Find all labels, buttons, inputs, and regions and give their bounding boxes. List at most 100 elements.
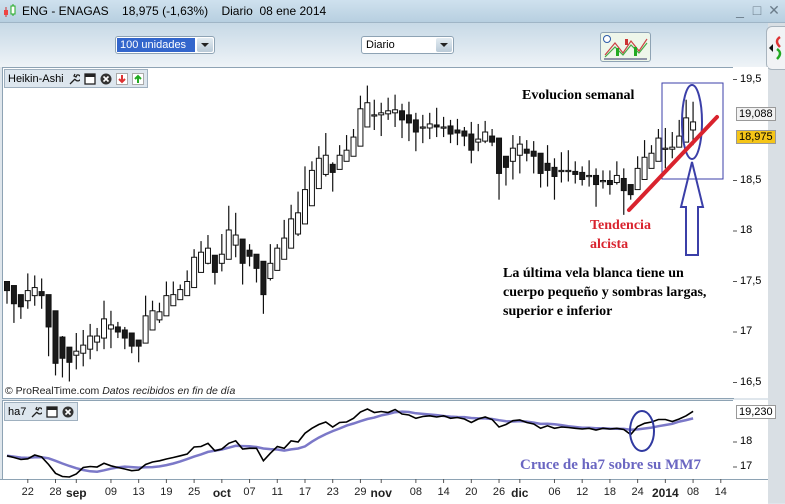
date-tick-label: 19 <box>160 486 173 498</box>
candle-up <box>170 294 177 307</box>
candle-up <box>475 138 482 143</box>
price-tick-label: 17,5 <box>740 274 762 287</box>
annotation-weekly: Evolucion semanal <box>522 88 635 103</box>
period-select-value: Diario <box>366 39 395 51</box>
candle-up <box>343 149 350 162</box>
candle-down <box>4 281 10 292</box>
indicator-chart-icon <box>603 35 648 60</box>
candle-down <box>447 125 454 135</box>
candle-up <box>385 110 392 115</box>
candle-up <box>308 169 315 207</box>
candle-up <box>336 154 343 170</box>
candle-up <box>101 318 108 339</box>
candle-up <box>683 117 690 143</box>
date-tick-label: 28 <box>49 486 62 498</box>
price-tick-label: 18 <box>740 224 753 236</box>
window-icon[interactable] <box>83 72 96 85</box>
indicator-name-heikin-ashi: Heikin-Ashi <box>8 72 64 85</box>
minimize-button[interactable]: _ <box>736 2 744 18</box>
chevron-down-icon[interactable] <box>197 38 213 52</box>
window-icon[interactable] <box>46 405 59 418</box>
price-axis <box>733 67 768 398</box>
candle-down <box>412 119 419 133</box>
date-tick-label: 23 <box>326 486 339 498</box>
candle-down <box>45 294 52 328</box>
wrench-icon[interactable] <box>68 73 80 85</box>
candle-up <box>107 324 114 330</box>
indicator-name-ha7: ha7 <box>8 405 27 418</box>
refresh-arrows-icon <box>769 35 782 60</box>
candle-down <box>523 148 530 154</box>
ha7-tick-label: 17 <box>740 460 753 472</box>
date-tick-label: 08 <box>409 486 422 498</box>
candle-down <box>52 310 59 364</box>
candle-down <box>468 133 475 151</box>
indicators-button[interactable] <box>600 32 651 62</box>
candle-down <box>17 294 24 308</box>
close-circle-icon[interactable] <box>62 406 74 418</box>
price-tick-label: 18,5 <box>740 173 762 186</box>
candle-up <box>315 157 322 190</box>
candle-up <box>440 126 447 129</box>
ha7-line <box>6 408 694 478</box>
candle-up <box>24 290 31 302</box>
candle-down <box>454 129 461 134</box>
candle-up <box>156 311 163 321</box>
candle-up <box>87 335 94 350</box>
candle-down <box>10 285 17 305</box>
date-tick-label: 09 <box>104 486 118 498</box>
period-select[interactable]: Diario <box>361 36 454 54</box>
candlestick-app-icon <box>4 4 16 17</box>
chevron-down-icon[interactable] <box>436 38 452 52</box>
candle-down <box>211 254 218 273</box>
close-button[interactable]: ✕ <box>768 2 780 18</box>
candle-up <box>198 251 205 273</box>
maximize-button[interactable]: □ <box>752 2 762 18</box>
candle-up <box>357 108 364 147</box>
side-panel-toggle-button[interactable] <box>766 26 785 70</box>
candle-up <box>392 109 399 114</box>
candle-up <box>634 167 641 191</box>
candle-down <box>461 130 468 137</box>
candle-up <box>350 136 357 157</box>
candle-down <box>59 336 66 359</box>
candle-up <box>288 218 295 249</box>
date-tick-label: 11 <box>271 486 283 498</box>
date-tick-label: 25 <box>187 486 201 498</box>
close-circle-icon[interactable] <box>100 73 112 85</box>
date-tick-label: sep <box>65 486 87 500</box>
candle-up <box>662 147 669 150</box>
candle-down <box>544 162 551 171</box>
candle-down <box>620 177 627 192</box>
candle-up <box>204 247 211 264</box>
candle-up <box>378 112 385 116</box>
candle-down <box>530 150 537 157</box>
candle-down <box>551 166 558 177</box>
candle-up <box>149 310 156 331</box>
candle-up <box>565 169 572 173</box>
candle-up <box>301 189 308 225</box>
candle-down <box>433 124 440 128</box>
date-tick-label: 08 <box>686 486 700 498</box>
candle-down <box>239 238 246 264</box>
move-up-icon[interactable] <box>131 72 144 85</box>
data-source-credit: © ProRealTime.com Datos recibidos en fin… <box>5 385 236 397</box>
candle-up <box>516 143 523 156</box>
last-candle-ellipse <box>681 84 703 160</box>
wrench-icon[interactable] <box>30 406 43 418</box>
date-tick-label: 26 <box>492 486 506 498</box>
candle-down <box>66 346 73 363</box>
candle-down <box>253 253 260 269</box>
move-down-icon[interactable] <box>115 72 128 85</box>
candle-down <box>246 249 253 257</box>
date-tick-label: 18 <box>603 486 617 498</box>
candle-up <box>281 237 288 260</box>
up-arrow-icon <box>679 161 705 256</box>
candle-up <box>690 121 697 131</box>
last-value-label: 18,975 <box>736 129 776 144</box>
cross-ellipse <box>629 410 655 452</box>
candle-up <box>676 135 683 148</box>
candle-down <box>489 135 496 143</box>
units-select[interactable]: 100 unidades <box>115 36 215 54</box>
